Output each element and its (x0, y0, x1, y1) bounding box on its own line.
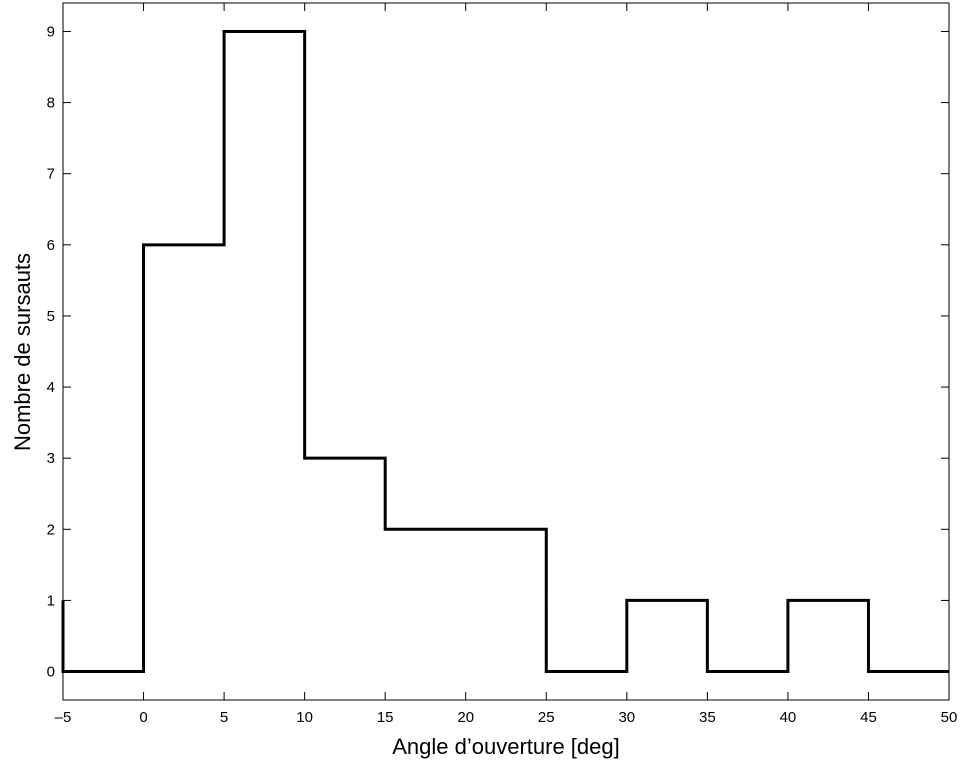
x-tick-label: –5 (55, 709, 72, 726)
y-tick-label: 8 (47, 95, 55, 112)
y-tick-label: 4 (47, 379, 55, 396)
x-tick-label: 20 (457, 709, 474, 726)
y-tick-label: 1 (47, 592, 55, 609)
y-tick-label: 6 (47, 237, 55, 254)
y-tick-label: 5 (47, 308, 55, 325)
x-tick-label: 45 (860, 709, 877, 726)
histogram-step-line (61, 29, 949, 674)
x-axis-label: Angle d’ouverture [deg] (392, 734, 620, 759)
x-tick-label: 25 (538, 709, 555, 726)
y-axis-ticks: 0 1 2 3 4 5 6 7 8 9 (47, 23, 949, 681)
y-tick-label: 2 (47, 521, 55, 538)
y-axis-label: Nombre de sursauts (10, 253, 35, 451)
x-tick-label: 10 (296, 709, 313, 726)
x-axis-ticks: –5 0 5 10 15 20 25 30 35 40 45 50 (55, 3, 958, 726)
x-tick-label: 50 (941, 709, 958, 726)
x-tick-label: 0 (139, 709, 147, 726)
plot-frame (62, 2, 950, 701)
x-tick-label: 35 (699, 709, 716, 726)
y-tick-label: 0 (47, 664, 55, 681)
y-tick-label: 3 (47, 450, 55, 467)
y-tick-label: 7 (47, 166, 55, 183)
x-tick-label: 30 (618, 709, 635, 726)
x-tick-label: 5 (220, 709, 228, 726)
x-tick-label: 40 (780, 709, 797, 726)
x-tick-label: 15 (377, 709, 394, 726)
y-tick-label: 9 (47, 23, 55, 40)
